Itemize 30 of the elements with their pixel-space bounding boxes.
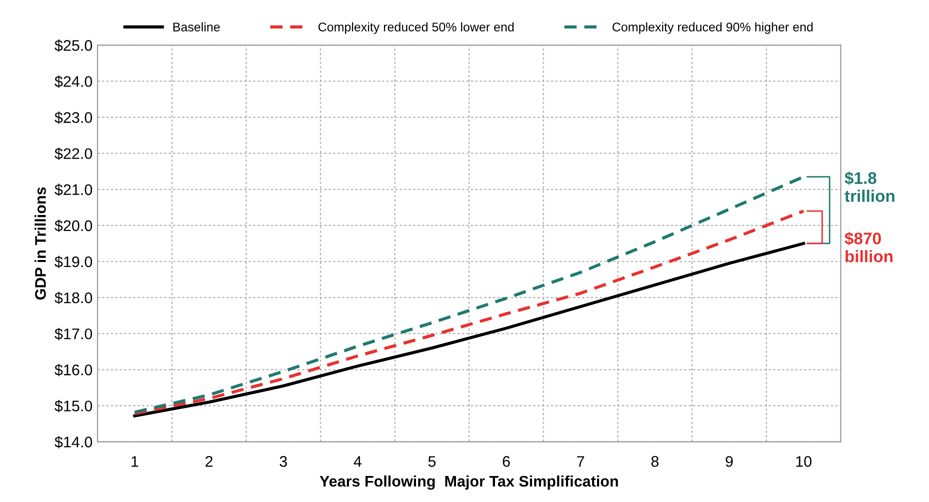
y-tick-label: $17.0 [54,328,92,340]
y-axis-title: GDP in Trillions [34,187,46,300]
x-tick-label: 10 [796,456,812,467]
y-tick-label: $15.0 [54,400,92,412]
x-axis-title: Years Following Major Tax Simplification [320,475,618,490]
x-tick-label: 4 [354,456,362,467]
text: $870 billion [844,232,892,262]
y-tick-label: $22.0 [54,148,92,160]
y-tick-label: $18.0 [54,292,92,304]
x-tick-label: 8 [651,456,659,467]
y-tick-label: $21.0 [54,184,92,196]
y-tick-label: $16.0 [54,364,92,376]
line-series [133,242,806,418]
y-tick-label: $19.0 [54,256,92,268]
x-tick-label: 1 [132,456,138,467]
x-tick-label: 7 [577,456,584,467]
y-tick-label: $23.0 [54,112,92,124]
y-tick-label: $25.0 [54,39,92,52]
x-tick-label: 5 [428,456,436,467]
legend-label: Complexity reduced 50% lower end [318,22,514,34]
y-tick-label: $14.0 [54,436,92,448]
x-tick-label: 6 [502,456,510,467]
text: $1.8 trillion [844,171,894,202]
y-tick-label: $20.0 [54,220,92,232]
legend-label: Complexity reduced 90% higher end [612,22,813,34]
legend-label: Baseline [173,22,220,32]
x-tick-label: 9 [726,456,733,467]
x-tick-label: 2 [206,456,213,467]
x-tick-label: 3 [280,456,287,467]
y-tick-label: $24.0 [54,75,92,88]
